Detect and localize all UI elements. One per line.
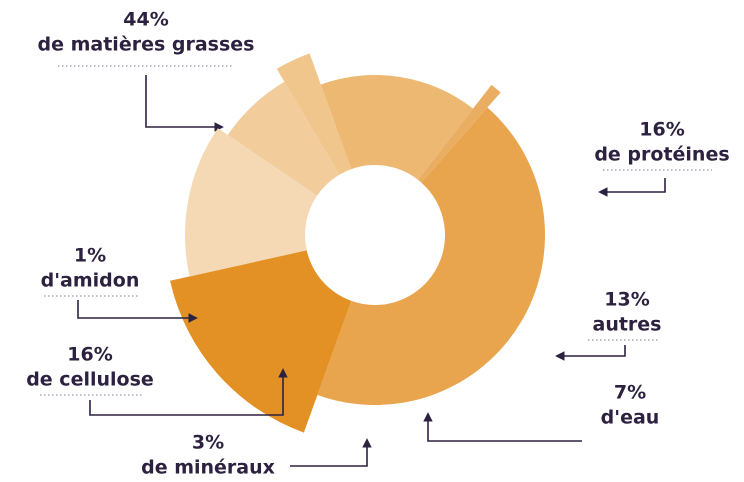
leader-arrow xyxy=(145,75,224,132)
slice xyxy=(170,250,352,433)
slice xyxy=(317,107,545,406)
category-label: autres xyxy=(593,314,662,336)
leader-arrow xyxy=(77,300,198,323)
value-label: 3% xyxy=(192,432,224,454)
category-label: de matières grasses xyxy=(38,34,255,56)
category-label: de protéines xyxy=(594,144,729,166)
slice xyxy=(276,53,352,175)
slice xyxy=(417,84,501,183)
leader-arrow xyxy=(598,178,666,197)
leader-arrow xyxy=(290,438,372,467)
slice xyxy=(227,81,340,196)
leader-arrow xyxy=(89,368,288,416)
value-label: 44% xyxy=(123,9,168,31)
category-label: d'amidon xyxy=(41,270,140,292)
slice xyxy=(320,75,474,180)
value-label: 16% xyxy=(67,344,112,366)
category-label: d'eau xyxy=(601,407,660,429)
leader-arrow xyxy=(423,412,582,442)
value-label: 1% xyxy=(74,245,106,267)
leader-arrow xyxy=(555,345,626,361)
value-label: 16% xyxy=(639,119,684,141)
slice xyxy=(185,128,318,277)
value-label: 13% xyxy=(604,289,649,311)
category-label: de minéraux xyxy=(141,457,275,479)
category-label: de cellulose xyxy=(26,369,154,391)
value-label: 7% xyxy=(614,382,646,404)
